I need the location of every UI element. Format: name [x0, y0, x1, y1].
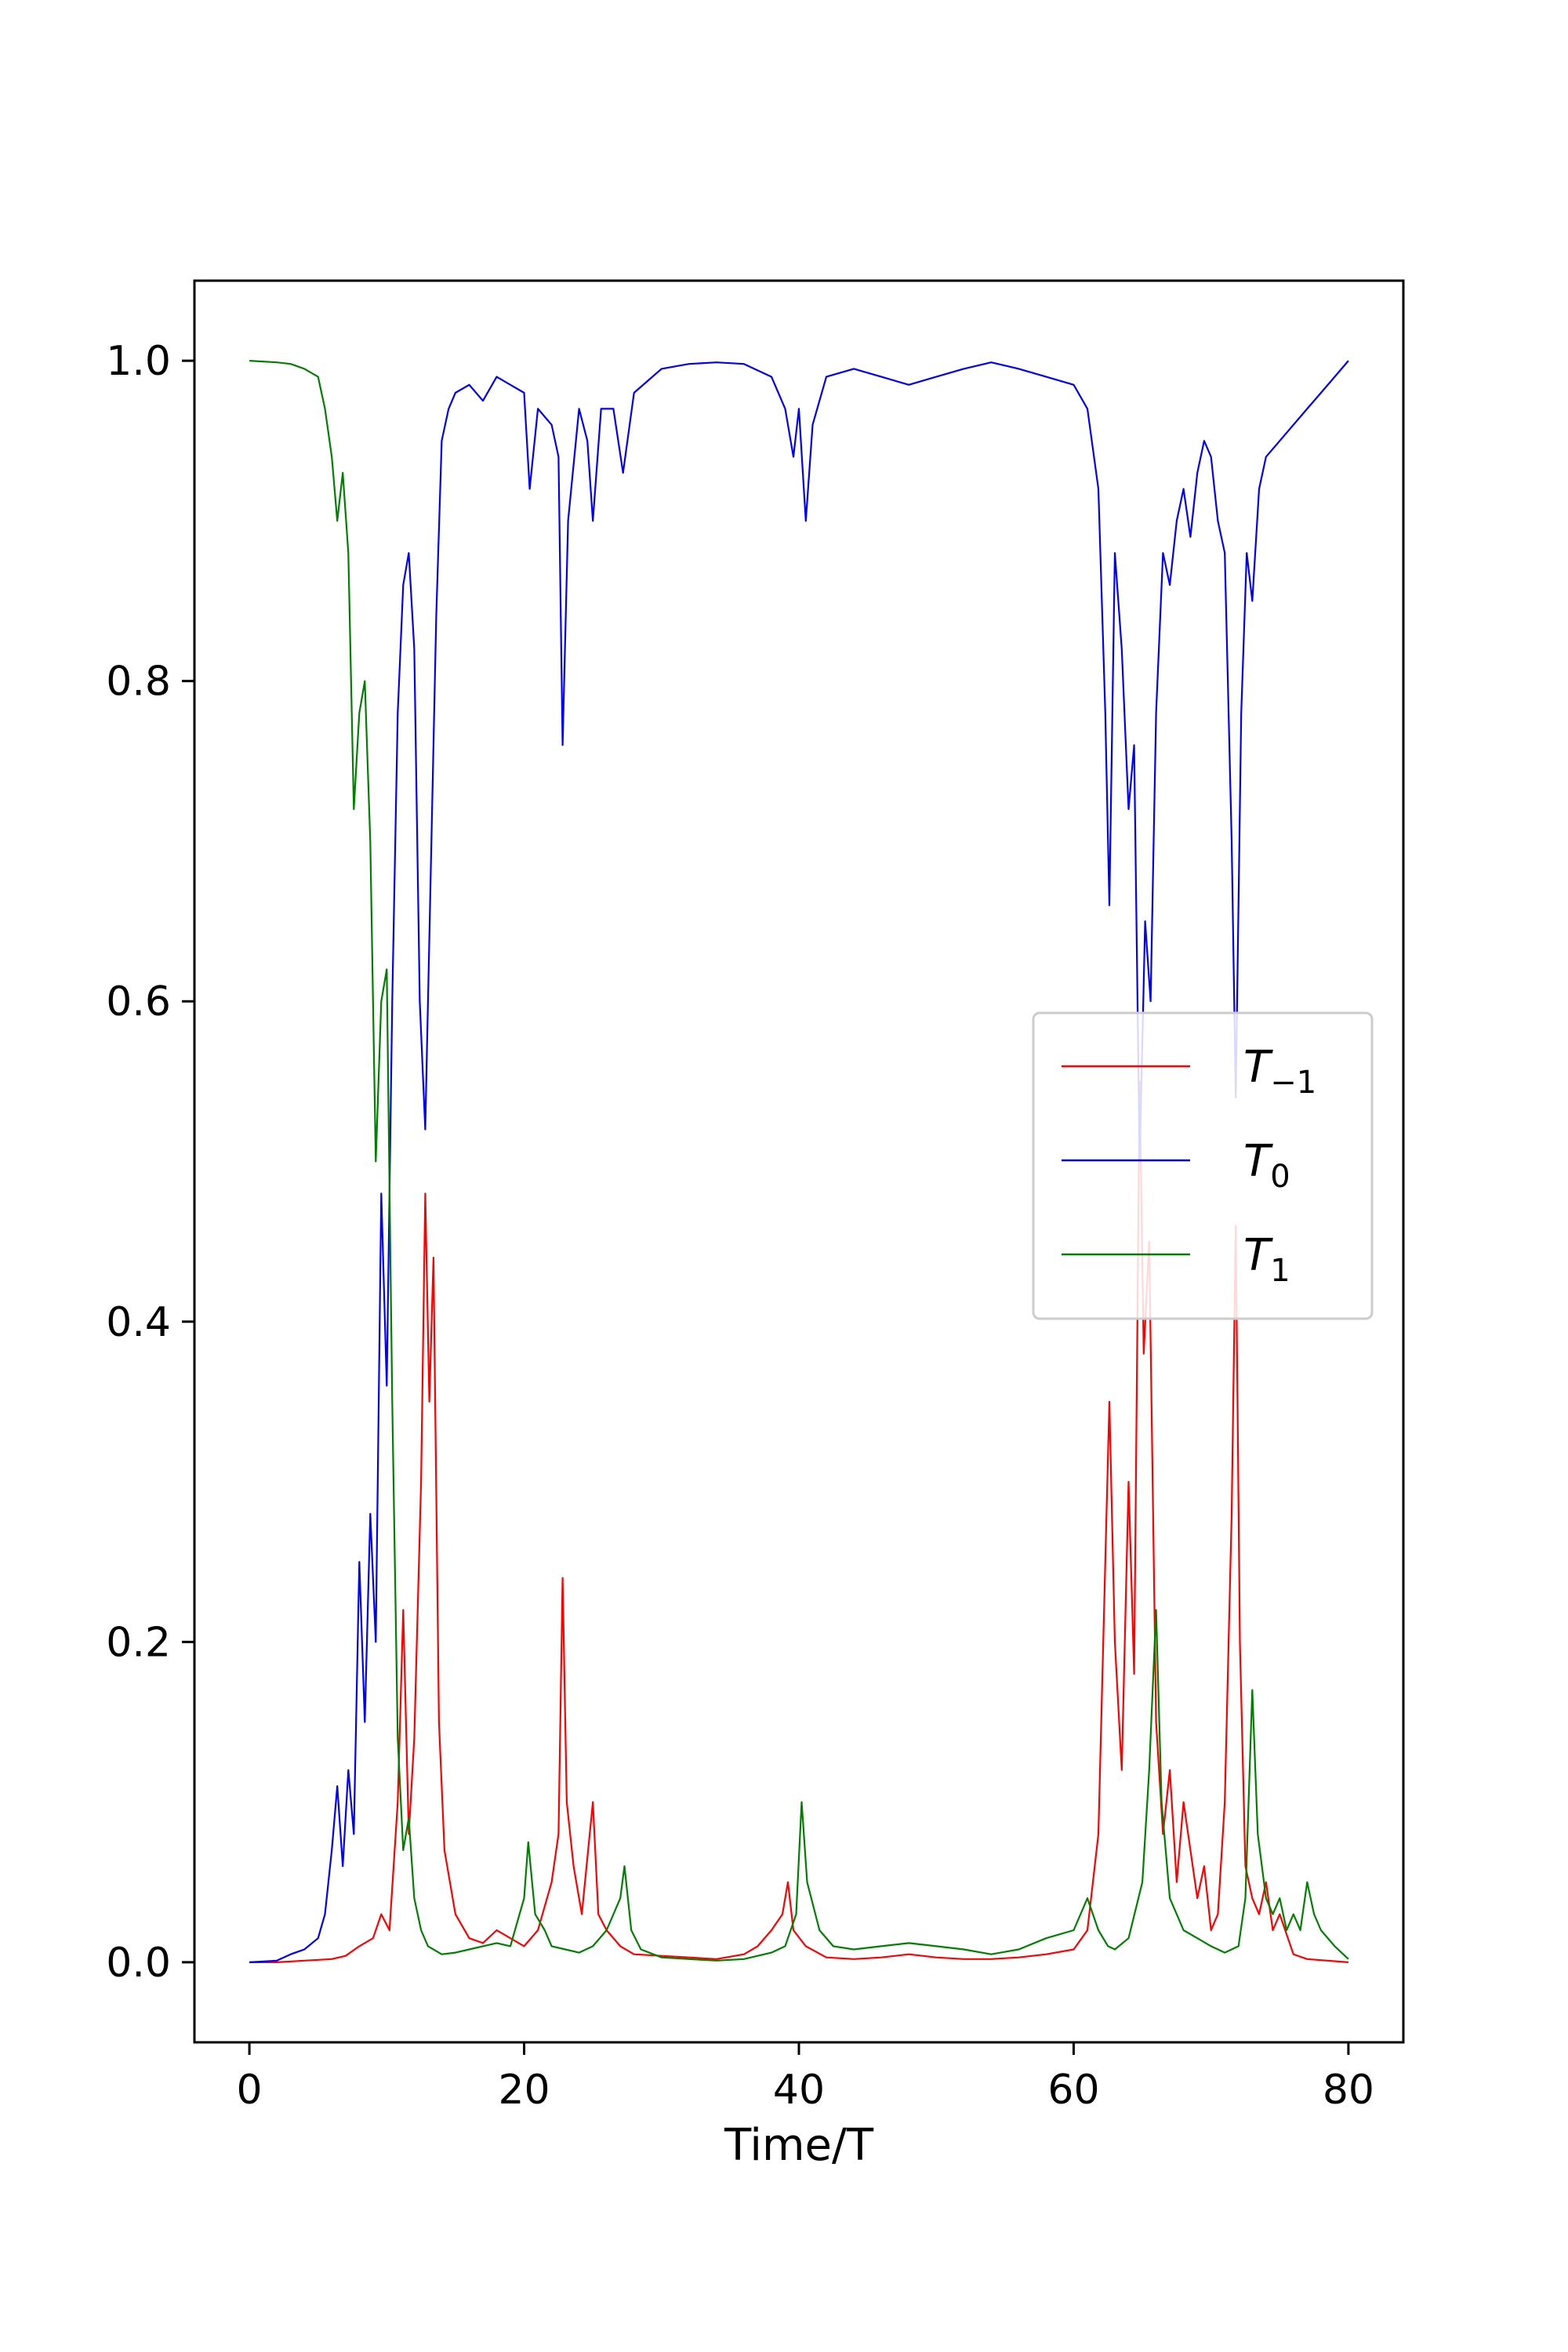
- x-tick-label: 0: [237, 2067, 263, 2114]
- legend-entry-T-1: T−1: [1243, 1042, 1316, 1101]
- y-tick-label: 0.0: [106, 1940, 171, 1987]
- x-tick-label: 20: [498, 2067, 550, 2114]
- y-tick-label: 0.8: [106, 659, 171, 706]
- legend: T−1 T0 T1: [1032, 1011, 1374, 1320]
- series-line-T0: [249, 360, 1349, 1963]
- y-tick-label: 1.0: [106, 338, 171, 385]
- y-axis: 0.0 0.2 0.4 0.6 0.8 1.0: [106, 338, 194, 1987]
- x-axis: 0 20 40 60 80: [237, 2042, 1374, 2114]
- y-tick-label: 0.2: [106, 1619, 171, 1666]
- legend-entry-T1: T1: [1243, 1230, 1290, 1289]
- series-line-T1: [249, 360, 1349, 1962]
- legend-box: [1032, 1011, 1374, 1320]
- series-line-T-1: [249, 1080, 1348, 1963]
- legend-entry-T0: T0: [1243, 1136, 1290, 1195]
- series-layer: [249, 360, 1349, 1963]
- x-tick-label: 40: [773, 2067, 825, 2114]
- x-axis-label: Time/T: [724, 2120, 874, 2171]
- y-tick-label: 0.6: [106, 978, 171, 1025]
- x-tick-label: 60: [1047, 2067, 1099, 2114]
- y-tick-label: 0.4: [106, 1299, 171, 1346]
- x-tick-label: 80: [1323, 2067, 1374, 2114]
